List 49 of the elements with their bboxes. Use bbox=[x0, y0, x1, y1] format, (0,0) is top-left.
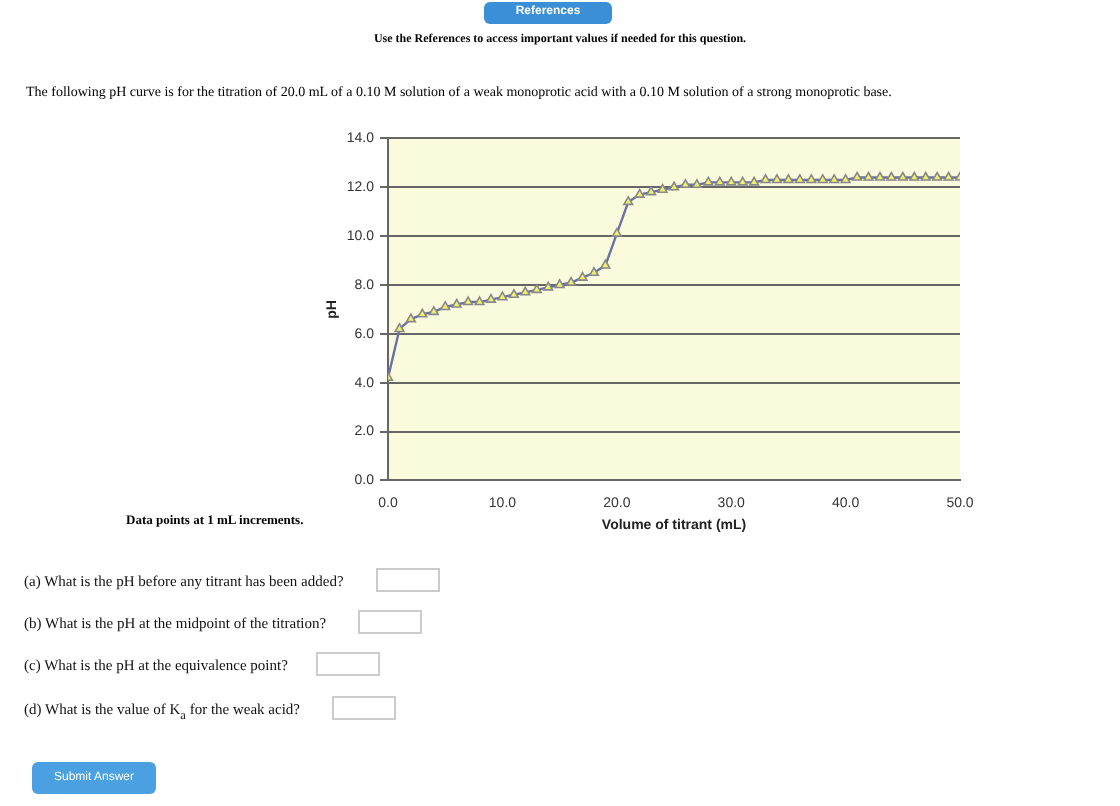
point bbox=[462, 296, 474, 306]
point bbox=[508, 288, 520, 299]
point bbox=[886, 171, 897, 181]
point bbox=[760, 174, 771, 184]
point bbox=[520, 286, 531, 296]
point bbox=[657, 183, 668, 193]
point bbox=[668, 181, 680, 191]
point bbox=[417, 308, 428, 318]
point bbox=[485, 293, 497, 303]
point bbox=[588, 266, 600, 277]
point bbox=[714, 176, 725, 186]
point bbox=[943, 171, 954, 181]
point bbox=[931, 171, 943, 181]
point bbox=[817, 174, 828, 184]
point bbox=[851, 171, 863, 181]
point bbox=[726, 176, 737, 186]
point bbox=[428, 306, 439, 316]
point bbox=[806, 174, 817, 184]
point bbox=[623, 196, 634, 206]
point bbox=[920, 171, 931, 181]
point bbox=[405, 313, 417, 323]
point bbox=[565, 276, 577, 286]
point bbox=[531, 284, 542, 294]
point bbox=[897, 171, 908, 181]
point bbox=[440, 301, 451, 311]
point bbox=[646, 186, 657, 196]
point bbox=[543, 281, 554, 291]
point bbox=[794, 174, 805, 184]
point bbox=[394, 323, 405, 333]
point bbox=[634, 188, 645, 198]
point bbox=[703, 176, 714, 186]
point bbox=[611, 227, 622, 237]
point bbox=[909, 171, 920, 181]
point bbox=[737, 176, 748, 186]
point bbox=[783, 174, 794, 184]
point bbox=[600, 259, 611, 269]
point bbox=[874, 171, 886, 181]
point bbox=[554, 279, 565, 289]
point bbox=[691, 179, 703, 189]
point bbox=[748, 176, 760, 186]
point bbox=[497, 291, 508, 301]
point bbox=[474, 296, 485, 306]
point bbox=[771, 174, 783, 184]
point bbox=[577, 271, 588, 281]
point bbox=[840, 174, 851, 184]
point bbox=[829, 174, 840, 184]
point bbox=[863, 171, 874, 181]
point bbox=[451, 298, 462, 308]
point bbox=[680, 179, 691, 189]
